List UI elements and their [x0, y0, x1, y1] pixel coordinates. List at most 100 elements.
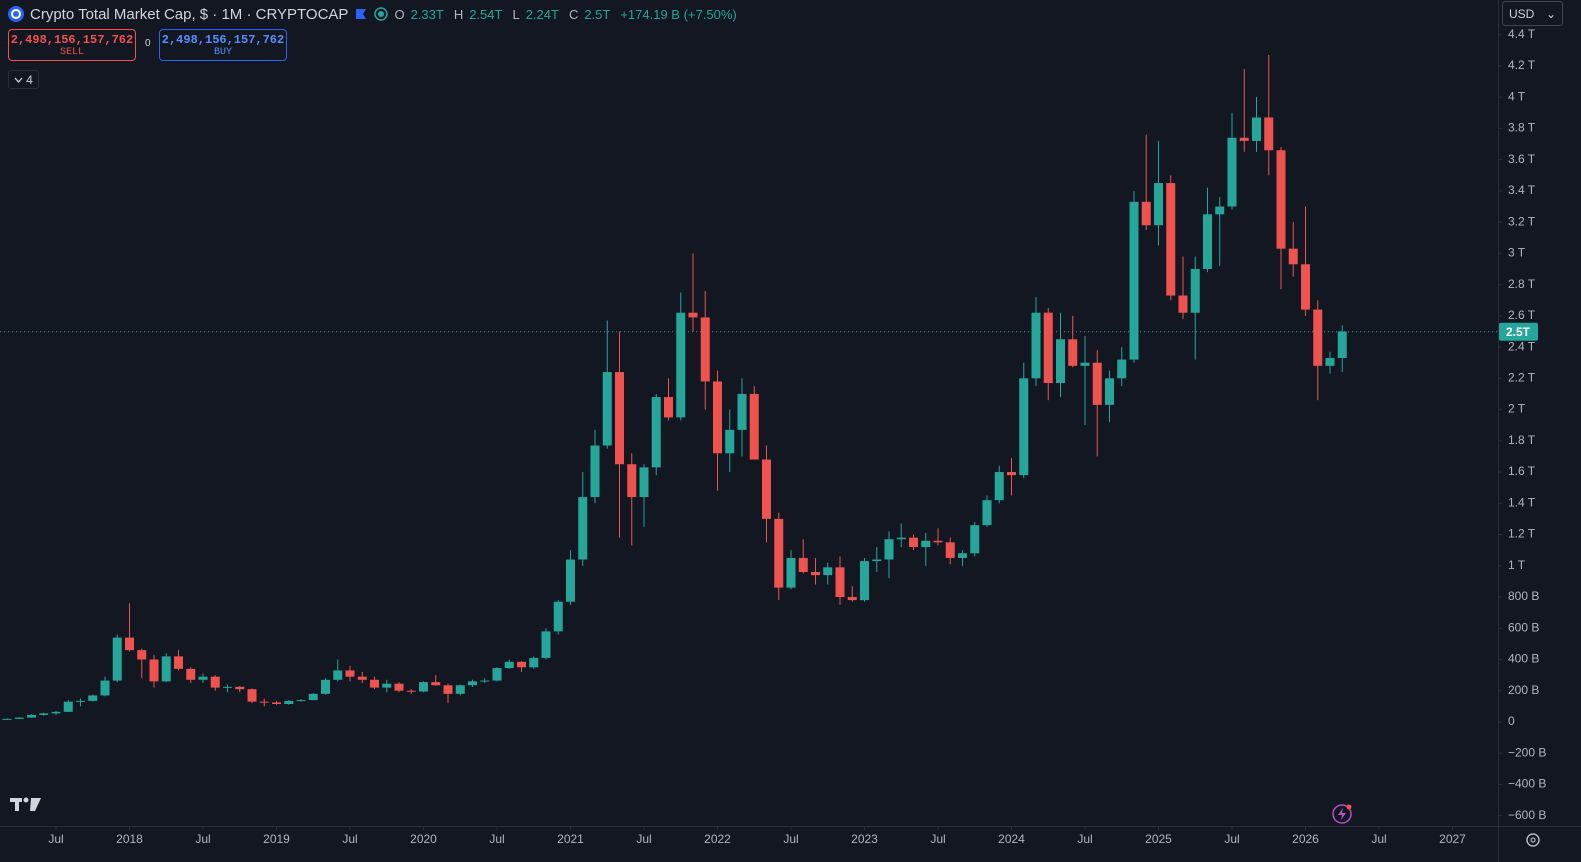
candle-body	[1068, 339, 1078, 366]
x-tick-label: Jul	[930, 832, 945, 846]
x-tick-label: 2021	[557, 832, 584, 846]
candle-body	[1092, 362, 1102, 405]
candle-body	[1178, 295, 1188, 313]
candle-body	[14, 717, 24, 719]
y-tick-label: 600 B	[1508, 620, 1539, 634]
candle-body	[1154, 183, 1163, 226]
sell-button[interactable]: 2,498,156,157,762 SELL	[8, 29, 136, 61]
candle-body	[468, 681, 477, 686]
candle-body	[1276, 150, 1286, 249]
settings-icon[interactable]	[1526, 833, 1540, 847]
candle-body	[921, 540, 931, 548]
candle-body	[970, 525, 980, 554]
x-tick-label: 2020	[410, 832, 437, 846]
candle-body	[357, 676, 367, 680]
flag-icon[interactable]	[354, 7, 368, 21]
candle-body	[1129, 201, 1139, 360]
spread: 0	[145, 38, 151, 49]
y-tick-label: 1.8 T	[1508, 433, 1536, 447]
candle-body	[174, 656, 183, 669]
candle-body	[259, 701, 269, 703]
x-tick-label: Jul	[1371, 832, 1386, 846]
candle-body	[345, 670, 355, 677]
candle-body	[933, 540, 943, 543]
candle-body	[1313, 309, 1323, 366]
candle-body	[39, 713, 49, 715]
candle-body	[774, 518, 784, 588]
candle-body	[492, 668, 502, 681]
candle-body	[884, 539, 894, 560]
x-tick-label: 2025	[1145, 832, 1172, 846]
price-label: 2.5T	[1506, 325, 1531, 339]
candle-body	[688, 312, 698, 318]
buy-label: BUY	[213, 47, 232, 58]
y-tick-label: −400 B	[1508, 777, 1546, 791]
ohlc-value: 2.33T	[410, 6, 444, 22]
indicators-toggle[interactable]: 4	[8, 70, 39, 89]
candle-body	[51, 711, 61, 714]
ohlc-key: H	[453, 6, 464, 22]
y-tick-label: 3.4 T	[1508, 183, 1536, 197]
ohlc-key: C	[568, 6, 579, 22]
candle-body	[272, 702, 281, 705]
y-tick-label: 800 B	[1508, 589, 1539, 603]
currency: USD	[1509, 7, 1535, 21]
candle-body	[1288, 248, 1298, 265]
candle-body	[480, 680, 490, 682]
candle-body	[100, 680, 110, 696]
y-tick-label: 3.6 T	[1508, 152, 1536, 166]
currency-select[interactable]: USD ⌄	[1502, 1, 1563, 26]
candle-body	[1215, 206, 1225, 215]
candle-body	[431, 682, 441, 686]
candle-body	[1252, 117, 1261, 141]
candles	[2, 54, 1347, 720]
x-tick-label: 2026	[1292, 832, 1319, 846]
chevron: ⌄	[1545, 7, 1556, 21]
sell-price: 2,498,156,157,762	[10, 33, 134, 47]
ohlc-value: 2.54T	[469, 6, 503, 22]
candle-body	[1141, 201, 1151, 226]
x-tick-label: Jul	[636, 832, 651, 846]
x-tick-label: Jul	[489, 832, 504, 846]
candle-body	[811, 572, 820, 576]
buy-button[interactable]: 2,498,156,157,762 BUY	[159, 29, 287, 61]
candle-body	[443, 685, 453, 694]
candle-body	[406, 690, 416, 692]
x-tick-label: 2018	[116, 832, 143, 846]
x-tick-label: Jul	[342, 832, 357, 846]
candle-body	[994, 472, 1004, 501]
candle-body	[1080, 362, 1090, 366]
candle-body	[321, 679, 330, 694]
candle-body	[749, 393, 759, 460]
candle-body	[1056, 339, 1065, 384]
symbol-title[interactable]: Crypto Total Market Cap, $ · 1M · CRYPTO…	[30, 5, 349, 23]
candle-body	[1007, 472, 1016, 476]
candle-body	[847, 597, 857, 601]
candle-body	[651, 397, 661, 468]
candle-body	[725, 429, 735, 454]
candle-body	[737, 393, 747, 430]
candle-body	[455, 685, 465, 694]
candle-body	[198, 676, 208, 680]
tv-logo	[10, 797, 41, 811]
candle-body	[541, 631, 551, 658]
y-tick-label: 2.2 T	[1508, 370, 1536, 384]
candle-body	[823, 567, 833, 576]
candle-body	[419, 682, 428, 692]
lightning-icon[interactable]	[1332, 804, 1352, 824]
candle-body	[1227, 137, 1237, 207]
y-tick-label: 1.6 T	[1508, 464, 1536, 478]
y-tick-label: 2.8 T	[1508, 277, 1536, 291]
x-tick-label: 2019	[263, 832, 290, 846]
symbol-icon	[8, 6, 24, 22]
candle-body	[382, 683, 392, 688]
candle-body	[2, 718, 12, 720]
candle-body	[1031, 312, 1041, 379]
candle-body	[578, 497, 588, 560]
x-tick-label: Jul	[48, 832, 63, 846]
price-label-bg	[1499, 322, 1538, 341]
candle-body	[370, 679, 379, 688]
candle-body	[149, 659, 159, 682]
x-tick-label: 2022	[704, 832, 731, 846]
